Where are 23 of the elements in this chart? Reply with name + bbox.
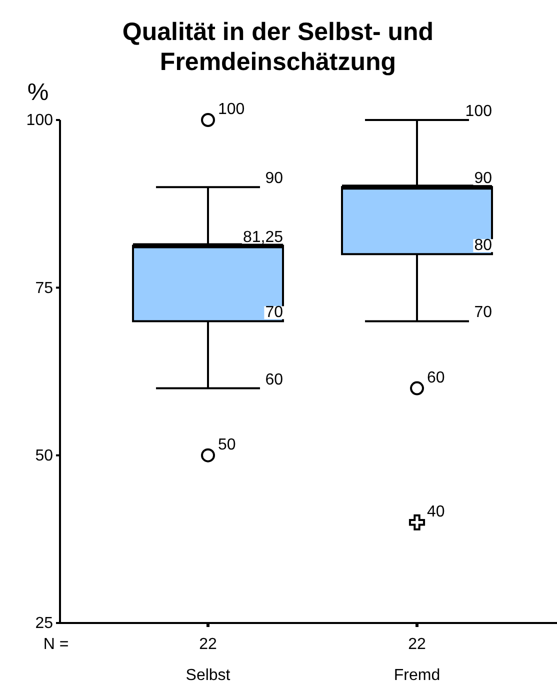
annotation: 60 [427, 369, 445, 386]
y-axis-title: % [27, 79, 49, 106]
annotation: 70 [474, 304, 492, 322]
annotation: 22 [199, 636, 217, 653]
annotation: 60 [265, 371, 284, 388]
text: 100 [218, 101, 245, 118]
x-tick-label: Selbst [186, 667, 231, 684]
annotation: 90 [474, 170, 492, 188]
text: N = [43, 636, 69, 653]
annotation: 100 [465, 103, 492, 120]
x-tick-label: Fremd [394, 667, 440, 684]
annotation: 80 [474, 237, 492, 254]
y-tick-label: 50 [35, 447, 54, 464]
annotation: 70 [265, 304, 284, 322]
annotation: 50 [218, 436, 236, 454]
annotation: 81,25 [242, 228, 284, 246]
annotation: 22 [408, 636, 426, 653]
y-tick-label: 100 [26, 112, 54, 130]
annotation: 40 [427, 503, 445, 520]
y-tick-label: 75 [35, 280, 54, 297]
y-tick-label: 25 [35, 615, 54, 632]
chart-title: Qualität in der Selbst- und Fremdeinschätzung [122, 18, 434, 76]
annotation: 90 [265, 170, 284, 188]
